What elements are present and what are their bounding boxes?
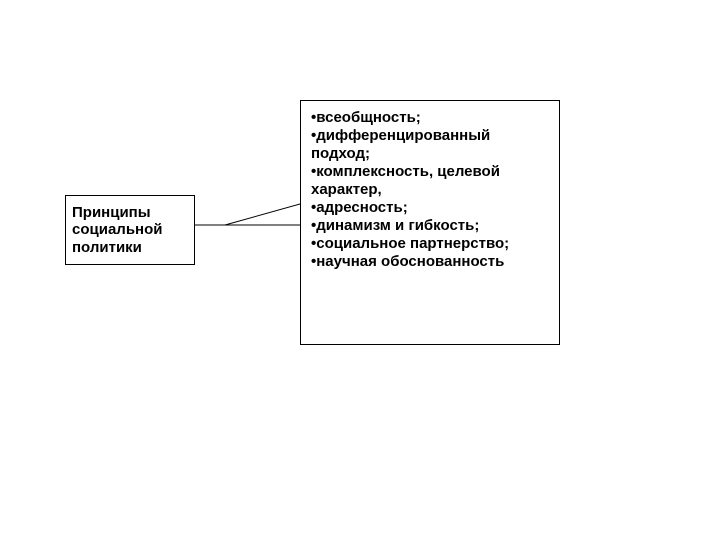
bullet-item: •социальное партнерство;: [311, 235, 549, 253]
bullet-item: •динамизм и гибкость;: [311, 217, 549, 235]
bullet-item: •всеобщность;: [311, 109, 549, 127]
bullet-item: •научная обоснованность: [311, 253, 549, 271]
bullet-item: •дифференцированный подход;: [311, 127, 549, 163]
connector-line: [195, 200, 300, 230]
bullet-item: •комплексность, целевой характер,: [311, 163, 549, 199]
left-line-2: социальной: [72, 221, 162, 238]
left-line-1: Принципы: [72, 204, 151, 221]
right-box: •всеобщность; •дифференцированный подход…: [300, 100, 560, 345]
bullet-list: •всеобщность; •дифференцированный подход…: [311, 109, 549, 271]
left-line-3: политики: [72, 239, 142, 256]
left-box: Принципы социальной политики: [65, 195, 195, 265]
bullet-item: •адресность;: [311, 199, 549, 217]
